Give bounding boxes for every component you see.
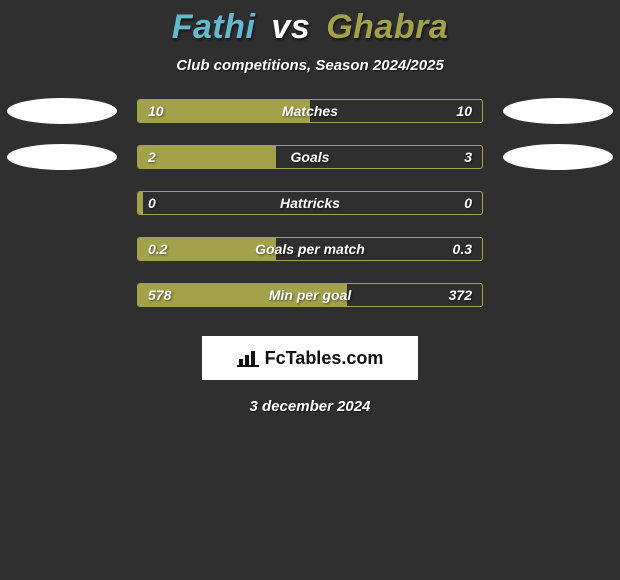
stat-label: Goals bbox=[138, 146, 482, 168]
player2-name: Ghabra bbox=[326, 8, 448, 46]
stat-right-value: 10 bbox=[456, 100, 472, 122]
stat-label: Matches bbox=[138, 100, 482, 122]
stat-row: 578Min per goal372 bbox=[0, 282, 620, 308]
stat-label: Goals per match bbox=[138, 238, 482, 260]
player2-symbol bbox=[503, 144, 613, 170]
footer-date: 3 december 2024 bbox=[0, 398, 620, 415]
player1-name: Fathi bbox=[172, 8, 256, 46]
subtitle: Club competitions, Season 2024/2025 bbox=[0, 57, 620, 74]
stat-row: 2Goals3 bbox=[0, 144, 620, 170]
stat-right-value: 0.3 bbox=[453, 238, 472, 260]
stat-label: Min per goal bbox=[138, 284, 482, 306]
player2-symbol bbox=[503, 98, 613, 124]
footer-brand-badge: FcTables.com bbox=[202, 336, 418, 380]
vs-text: vs bbox=[265, 8, 316, 46]
stat-row: 10Matches10 bbox=[0, 98, 620, 124]
page-title: Fathi vs Ghabra bbox=[0, 0, 620, 47]
stat-bar: 578Min per goal372 bbox=[137, 283, 483, 307]
stat-right-value: 3 bbox=[464, 146, 472, 168]
stat-bar: 2Goals3 bbox=[137, 145, 483, 169]
stat-row: 0.2Goals per match0.3 bbox=[0, 236, 620, 262]
stat-label: Hattricks bbox=[138, 192, 482, 214]
footer-brand-text: FcTables.com bbox=[265, 348, 384, 369]
bar-chart-icon bbox=[237, 349, 259, 367]
stat-bar: 0.2Goals per match0.3 bbox=[137, 237, 483, 261]
player1-symbol bbox=[7, 98, 117, 124]
stat-bar: 0Hattricks0 bbox=[137, 191, 483, 215]
stat-row: 0Hattricks0 bbox=[0, 190, 620, 216]
stat-right-value: 372 bbox=[449, 284, 472, 306]
player1-symbol bbox=[7, 144, 117, 170]
stat-bar: 10Matches10 bbox=[137, 99, 483, 123]
stat-right-value: 0 bbox=[464, 192, 472, 214]
